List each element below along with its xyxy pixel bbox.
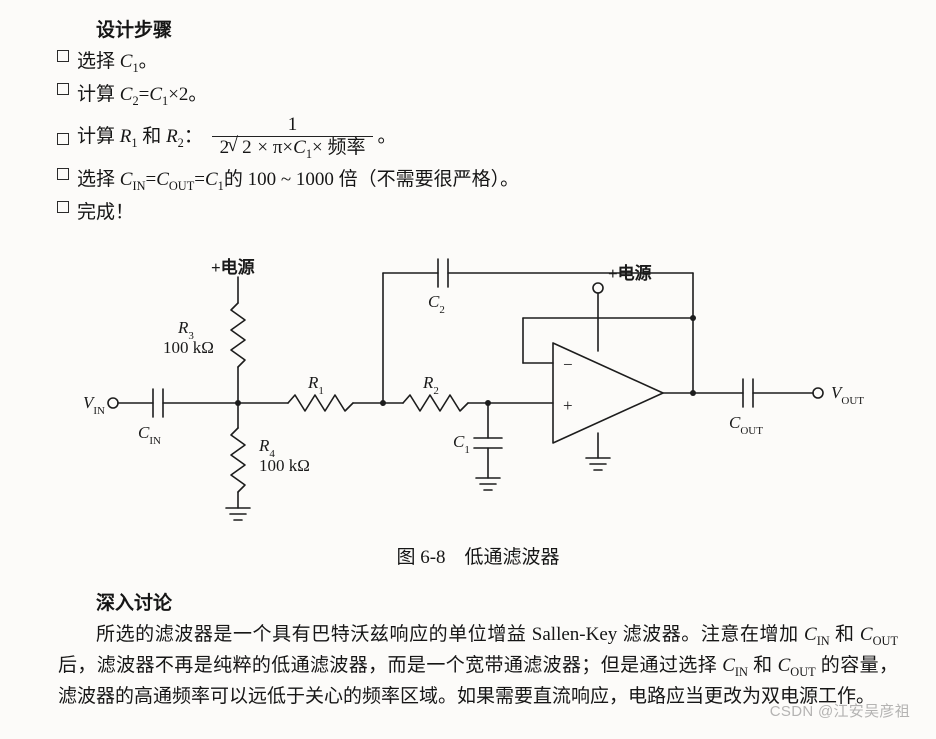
d-a: 所选的滤波器是一个具有巴特沃兹响应的单位增益 Sallen-Key 滤波器。注意… xyxy=(96,624,804,645)
lbl-psupply2: +电源 xyxy=(608,263,652,283)
step4-end: 的 100 ~ 1000 倍（不需要很严格）。 xyxy=(224,169,519,190)
bullet-icon xyxy=(57,168,69,180)
lbl-R3val: 100 kΩ xyxy=(163,338,214,357)
lbl-vin: VIN xyxy=(83,393,105,417)
d-cout: C xyxy=(860,624,873,645)
d-cin-sub: IN xyxy=(817,634,830,648)
fraction-denominator: 22 × π×C1× 频率 xyxy=(212,137,374,161)
step2-C2: C xyxy=(120,84,133,105)
opamp-plus: + xyxy=(563,396,573,415)
lbl-vout: VOUT xyxy=(831,383,864,407)
step3-colon: ： xyxy=(184,126,203,147)
den-freq: × 频率 xyxy=(312,137,365,158)
d-cin2-sub: IN xyxy=(735,665,748,679)
d-cout2: C xyxy=(778,655,791,676)
formula-fraction: 1 22 × π×C1× 频率 xyxy=(212,115,374,161)
lbl-C1: C1 xyxy=(453,432,470,456)
lbl-cout: COUT xyxy=(729,413,763,437)
bullet-icon xyxy=(57,83,69,95)
bullet-icon xyxy=(57,50,69,62)
lbl-R4val: 100 kΩ xyxy=(259,456,310,475)
step3-end: 。 xyxy=(377,126,396,147)
sqrt-arg: 2 xyxy=(241,136,253,158)
den-C: C xyxy=(293,137,306,158)
step-2: 计算 C2=C1×2。 xyxy=(58,80,898,111)
discussion-paragraph: 所选的滤波器是一个具有巴特沃兹响应的单位增益 Sallen-Key 滤波器。注意… xyxy=(58,620,898,711)
step2-end: ×2。 xyxy=(168,84,207,105)
step-3: 计算 R1 和 R2： 1 22 × π×C1× 频率 。 xyxy=(58,115,898,161)
step4-eq1: = xyxy=(145,169,156,190)
step1-text: 选择 xyxy=(77,51,120,72)
lbl-R2: R2 xyxy=(422,373,439,397)
d-cin: C xyxy=(804,624,817,645)
step-1: 选择 C1。 xyxy=(58,47,898,78)
step4-eq2: = xyxy=(194,169,205,190)
lbl-psupply1: +电源 xyxy=(211,257,255,277)
step4-Cout: C xyxy=(156,169,169,190)
step4-sub2: OUT xyxy=(169,179,194,193)
lbl-cin: CIN xyxy=(138,423,161,447)
d-cout-sub: OUT xyxy=(873,634,898,648)
d-and1: 和 xyxy=(830,624,860,645)
den-times-pi: × π× xyxy=(253,137,294,158)
page: 设计步骤 选择 C1。 计算 C2=C1×2。 计算 R1 和 R2： 1 22… xyxy=(0,0,936,711)
lbl-R1: R1 xyxy=(307,373,324,397)
step3-R1: R xyxy=(120,126,132,147)
step1-C: C xyxy=(120,51,133,72)
lbl-C2: C2 xyxy=(428,292,445,316)
step4-C1: C xyxy=(205,169,218,190)
heading-discussion: 深入讨论 xyxy=(58,589,898,618)
d-and2: 和 xyxy=(748,655,778,676)
design-steps-list: 选择 C1。 计算 C2=C1×2。 计算 R1 和 R2： 1 22 × π×… xyxy=(58,47,898,227)
step2-a: 计算 xyxy=(77,84,120,105)
step2-C1: C xyxy=(149,84,162,105)
discussion-section: 深入讨论 所选的滤波器是一个具有巴特沃兹响应的单位增益 Sallen-Key 滤… xyxy=(58,589,898,712)
step4-sub1: IN xyxy=(132,179,145,193)
sqrt-icon: 2 xyxy=(229,137,253,158)
d-cin2: C xyxy=(722,655,735,676)
figure-caption: 图 6-8 低通滤波器 xyxy=(58,543,898,572)
step1-end: 。 xyxy=(139,51,158,72)
step3-R2: R xyxy=(166,126,178,147)
opamp-minus: − xyxy=(563,355,573,374)
d-cout2-sub: OUT xyxy=(790,665,815,679)
step2-eq: = xyxy=(139,84,150,105)
bullet-icon xyxy=(57,133,69,145)
bullet-icon xyxy=(57,201,69,213)
step-4: 选择 CIN=COUT=C1的 100 ~ 1000 倍（不需要很严格）。 xyxy=(58,165,898,196)
watermark: CSDN @江安吴彦祖 xyxy=(770,700,910,721)
step4-Cin: C xyxy=(120,169,133,190)
step3-a: 计算 xyxy=(77,126,120,147)
step5-text: 完成！ xyxy=(77,202,134,223)
step3-and: 和 xyxy=(138,126,167,147)
d-e: 后，滤波器不再是纯粹的低通滤波器，而是一个宽带通滤波器；但是通过选择 xyxy=(58,655,722,676)
heading-design-steps: 设计步骤 xyxy=(58,16,898,45)
circuit-diagram: VIN CIN +电源 R3 100 kΩ R4 100 kΩ R1 xyxy=(83,233,873,533)
step4-a: 选择 xyxy=(77,169,120,190)
step-5: 完成！ xyxy=(58,198,898,227)
